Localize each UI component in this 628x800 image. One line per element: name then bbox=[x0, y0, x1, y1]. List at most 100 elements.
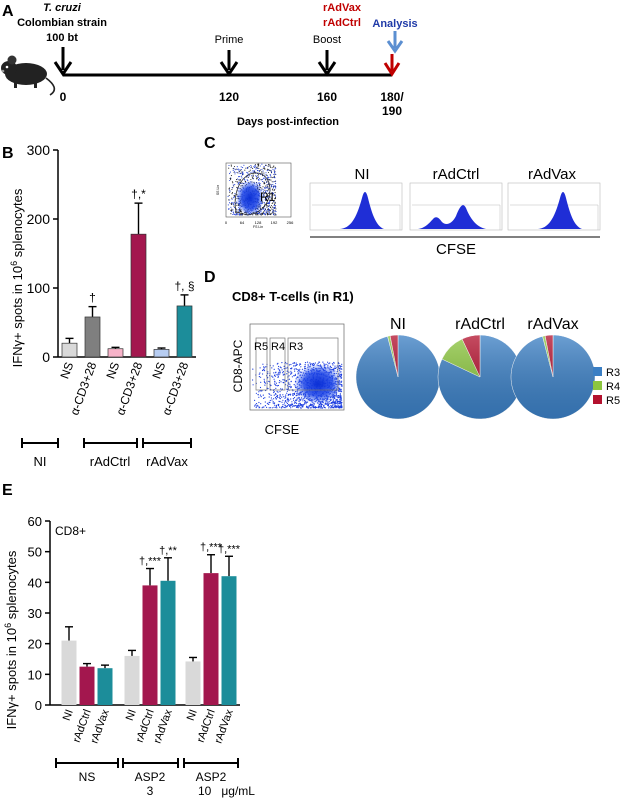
cd8-scatter-dot bbox=[331, 363, 333, 365]
scatter-dot bbox=[253, 171, 256, 173]
scatter-dot bbox=[232, 213, 234, 216]
scatter-dot bbox=[257, 176, 260, 178]
cd8-scatter-dot bbox=[339, 406, 341, 409]
y-tick-label-b: 0 bbox=[42, 349, 50, 365]
scatter-dot bbox=[262, 209, 264, 211]
cd8-scatter-dot bbox=[287, 393, 290, 396]
scatter-dot bbox=[273, 181, 275, 183]
cd8-scatter-dot bbox=[294, 374, 296, 376]
pie-title-radctrl: rAdCtrl bbox=[455, 316, 505, 333]
cd8-scatter-dot bbox=[262, 363, 264, 365]
scatter-dot bbox=[263, 172, 265, 174]
cd8-scatter-dot bbox=[288, 364, 290, 366]
day-180-label: 180/ bbox=[380, 90, 404, 104]
scatter-dot bbox=[231, 181, 233, 183]
scatter-dot bbox=[227, 195, 229, 197]
cd8-scatter-dot bbox=[274, 375, 276, 377]
scatter-dot bbox=[236, 166, 238, 168]
cd8-scatter-dot bbox=[263, 380, 265, 382]
cd8-scatter-dot bbox=[280, 407, 282, 409]
cd8-scatter-dot bbox=[318, 404, 320, 406]
scatter-dot bbox=[274, 171, 276, 173]
scatter-dot bbox=[275, 187, 277, 189]
cd8-scatter-dot bbox=[286, 390, 288, 392]
cd8-scatter-dot bbox=[267, 403, 269, 405]
scatter-dot bbox=[251, 175, 253, 177]
cd8-scatter-dot bbox=[269, 407, 271, 409]
cd8-scatter-dot bbox=[339, 368, 341, 370]
cd8-scatter-dot bbox=[268, 407, 270, 409]
scatter-dot bbox=[258, 171, 261, 173]
cd8-scatter-dot bbox=[333, 405, 336, 407]
cd8-scatter-dot bbox=[261, 390, 263, 392]
scatter-dot bbox=[244, 169, 246, 171]
panel-e-group-asp2-10: ASP2 bbox=[196, 770, 227, 784]
significance-label-e: †,*** bbox=[218, 543, 241, 555]
scatter-dot bbox=[231, 208, 233, 210]
cd8-scatter-dot bbox=[311, 363, 313, 365]
cd8-scatter-dot bbox=[289, 405, 291, 407]
y-tick-label-e: 30 bbox=[28, 606, 42, 621]
cd8-scatter-dot bbox=[281, 388, 283, 390]
gate-r4 bbox=[269, 337, 286, 391]
cd8-scatter-dot bbox=[290, 363, 292, 366]
scatter-dot bbox=[268, 192, 270, 194]
scatter-dot bbox=[233, 206, 235, 208]
scatter-dot bbox=[252, 174, 254, 176]
bar-b bbox=[176, 305, 193, 358]
scatter-dot bbox=[230, 203, 232, 205]
cd8-scatter-dot bbox=[263, 397, 265, 399]
scatter-dot bbox=[272, 192, 275, 194]
panel-b-label: B bbox=[2, 145, 14, 162]
cd8-scatter-dot bbox=[294, 373, 296, 375]
scatter-dot bbox=[271, 181, 273, 183]
cd8-scatter-dot bbox=[259, 390, 261, 392]
cd8-scatter-dot bbox=[314, 362, 316, 364]
cd8-scatter-dot bbox=[340, 395, 342, 397]
gate-r3 bbox=[287, 337, 339, 391]
cd8-scatter-dot bbox=[288, 404, 290, 406]
cd8-scatter-dot bbox=[274, 384, 277, 386]
cd8-scatter-dot bbox=[298, 364, 301, 366]
cd8-scatter-dot bbox=[259, 406, 261, 408]
timeline-axis-label: Days post-infection bbox=[237, 116, 339, 128]
scatter-dot bbox=[262, 167, 264, 169]
cd8-scatter-dot bbox=[259, 386, 262, 389]
scatter-dot bbox=[250, 171, 252, 173]
scatter-dot bbox=[274, 173, 276, 175]
cd8-scatter-dot bbox=[273, 372, 275, 374]
scatter-dot bbox=[275, 167, 277, 170]
cd8-scatter-dot bbox=[316, 406, 318, 408]
scatter-dot bbox=[241, 172, 243, 174]
cd8-scatter-dot bbox=[340, 403, 342, 406]
cd8-scatter-dot bbox=[334, 404, 336, 406]
cd8-scatter-dot bbox=[254, 404, 256, 406]
cd8-scatter-dot bbox=[290, 368, 292, 370]
bar-e bbox=[97, 668, 113, 705]
scatter-dot bbox=[266, 197, 268, 199]
gate-r4-label: R4 bbox=[271, 341, 285, 353]
scatter-dot bbox=[233, 171, 236, 173]
y-tick-label-e: 0 bbox=[35, 698, 42, 713]
cd8-scatter-dot bbox=[285, 367, 287, 369]
legend-swatch-r4 bbox=[593, 381, 602, 390]
scatter-dot bbox=[228, 208, 230, 211]
cd8-scatter-dot bbox=[258, 391, 260, 393]
cd8-scatter-dot bbox=[257, 405, 259, 407]
cd8-scatter-dot bbox=[312, 407, 314, 409]
bar-e bbox=[142, 585, 158, 705]
cd8-scatter-dot bbox=[304, 362, 307, 364]
cd8-scatter-dot bbox=[297, 405, 299, 407]
cd8-scatter-dot bbox=[277, 394, 279, 397]
cd8-scatter-dot bbox=[318, 406, 320, 408]
cd8-scatter-dot bbox=[275, 372, 277, 374]
scatter-dot bbox=[238, 181, 240, 183]
panel-d-title: CD8+ T-cells (in R1) bbox=[232, 289, 354, 304]
cd8-scatter-dot bbox=[283, 368, 285, 370]
scatter-dot bbox=[228, 189, 231, 191]
cd8-scatter-dot bbox=[295, 406, 298, 408]
scatter-dot bbox=[275, 210, 277, 213]
scatter-dot bbox=[228, 199, 230, 201]
scatter-dot bbox=[237, 210, 239, 212]
